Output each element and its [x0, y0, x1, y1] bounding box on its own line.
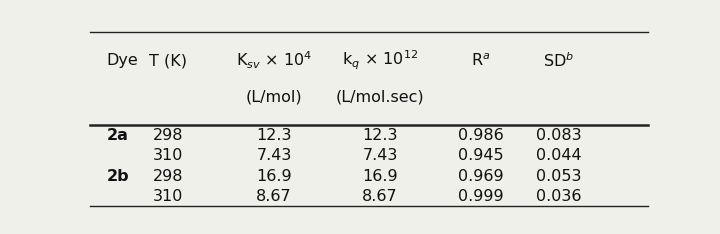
Text: 0.053: 0.053 [536, 168, 582, 183]
Text: 7.43: 7.43 [256, 148, 292, 163]
Text: R$^{a}$: R$^{a}$ [471, 52, 490, 69]
Text: 0.945: 0.945 [458, 148, 503, 163]
Text: 8.67: 8.67 [362, 189, 398, 204]
Text: 0.036: 0.036 [536, 189, 582, 204]
Text: 298: 298 [153, 128, 184, 143]
Text: 7.43: 7.43 [362, 148, 398, 163]
Text: 0.044: 0.044 [536, 148, 582, 163]
Text: (L/mol): (L/mol) [246, 89, 302, 104]
Text: 2b: 2b [107, 168, 130, 183]
Text: 310: 310 [153, 189, 184, 204]
Text: K$_{sv}$ × 10$^{4}$: K$_{sv}$ × 10$^{4}$ [236, 50, 312, 71]
Text: 0.999: 0.999 [458, 189, 503, 204]
Text: 0.083: 0.083 [536, 128, 582, 143]
Text: k$_{q}$ × 10$^{12}$: k$_{q}$ × 10$^{12}$ [342, 49, 418, 72]
Text: 8.67: 8.67 [256, 189, 292, 204]
Text: 16.9: 16.9 [362, 168, 398, 183]
Text: Dye: Dye [107, 53, 138, 68]
Text: 12.3: 12.3 [256, 128, 292, 143]
Text: 2a: 2a [107, 128, 129, 143]
Text: 12.3: 12.3 [362, 128, 398, 143]
Text: (L/mol.sec): (L/mol.sec) [336, 89, 425, 104]
Text: 310: 310 [153, 148, 184, 163]
Text: T (K): T (K) [149, 53, 187, 68]
Text: 16.9: 16.9 [256, 168, 292, 183]
Text: 0.969: 0.969 [458, 168, 503, 183]
Text: 0.986: 0.986 [458, 128, 503, 143]
Text: SD$^{b}$: SD$^{b}$ [543, 51, 575, 70]
Text: 298: 298 [153, 168, 184, 183]
